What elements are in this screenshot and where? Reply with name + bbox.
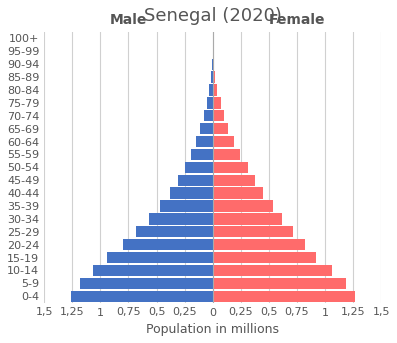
Bar [213, 213, 282, 225]
Bar [93, 265, 213, 276]
Bar [211, 71, 213, 83]
Bar [209, 84, 213, 96]
Bar [213, 149, 240, 160]
Bar [123, 239, 213, 250]
Bar [213, 71, 215, 83]
Bar [71, 291, 213, 302]
Bar [80, 277, 213, 289]
Bar [213, 239, 305, 250]
X-axis label: Population in millions: Population in millions [146, 323, 279, 336]
Bar [200, 123, 213, 134]
Bar [213, 123, 229, 134]
Bar [191, 149, 213, 160]
Bar [213, 187, 263, 199]
Title: Senegal (2020): Senegal (2020) [144, 7, 282, 25]
Bar [149, 213, 213, 225]
Text: Male: Male [110, 13, 147, 27]
Bar [212, 59, 213, 70]
Bar [213, 97, 221, 109]
Text: Female: Female [269, 13, 325, 27]
Bar [178, 175, 213, 186]
Bar [213, 175, 255, 186]
Bar [107, 252, 213, 263]
Bar [213, 84, 217, 96]
Bar [213, 226, 293, 237]
Bar [204, 110, 213, 121]
Bar [213, 265, 332, 276]
Bar [196, 136, 213, 147]
Bar [207, 97, 213, 109]
Bar [136, 226, 213, 237]
Bar [213, 110, 224, 121]
Bar [185, 162, 213, 173]
Bar [213, 136, 234, 147]
Bar [160, 200, 213, 212]
Bar [213, 200, 274, 212]
Bar [213, 277, 347, 289]
Bar [213, 162, 248, 173]
Bar [213, 252, 316, 263]
Bar [213, 291, 355, 302]
Bar [213, 59, 214, 70]
Bar [170, 187, 213, 199]
